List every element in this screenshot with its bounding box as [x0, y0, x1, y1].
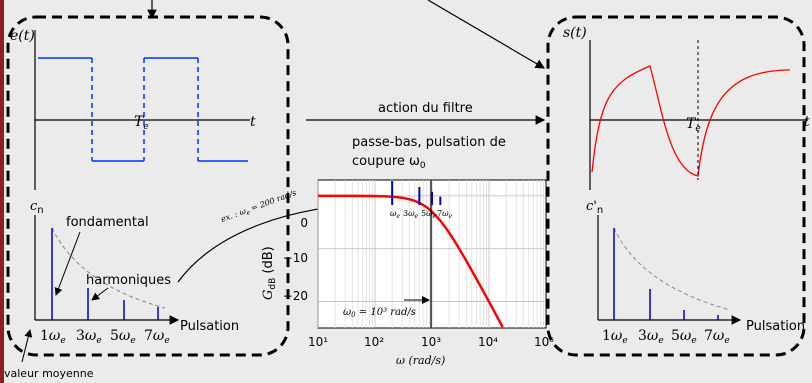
- bode-harmonic-markers: [391, 181, 442, 205]
- input-tick-5: 5ωe: [110, 328, 136, 346]
- bode-harmonic-label-3: 3ωe: [403, 209, 419, 220]
- output-period-label: Te: [686, 116, 701, 134]
- bode-gain-curve: [318, 194, 504, 328]
- bode-xlabel: ω (rad/s): [396, 354, 445, 367]
- output-tick-5: 5ωe: [671, 328, 697, 346]
- bode-ytick-0: 0: [300, 216, 308, 230]
- square-wave: [38, 57, 248, 162]
- cutoff-label: ω0 = 10³ rad/s: [343, 307, 416, 319]
- output-signal-plot: s(t) t Te: [563, 25, 810, 190]
- harmonics-label: harmoniques: [86, 273, 171, 288]
- left-margin-bar: [0, 0, 4, 383]
- input-envelope: [51, 227, 166, 309]
- bode-xtick-4: 10⁴: [478, 335, 498, 349]
- bode-ylabel: GdB (dB): [261, 246, 278, 300]
- bode-harmonic-label-5: 5ωe: [421, 209, 437, 220]
- filter-description-2: coupure ω0: [352, 154, 426, 171]
- output-tick-7: 7ωe: [704, 328, 730, 346]
- filter-action: action du filtre passe-bas, pulsation de…: [177, 101, 546, 283]
- bode-ytick-20: −20: [283, 289, 308, 303]
- input-spectrum-axis-label: cn: [30, 199, 44, 216]
- square-wave-edges: [91, 58, 199, 161]
- input-spectrum-plot: cn fondamental harmoniques Pulsation 1ωe…: [4, 199, 239, 380]
- bode-ytick-10: −10: [283, 251, 308, 265]
- bode-harmonic-label-1: ωe: [390, 209, 401, 220]
- input-tick-3: 3ωe: [76, 328, 102, 346]
- output-spectrum-plot: c'n Pulsation 1ωe 3ωe 5ωe 7ωe: [586, 199, 805, 346]
- bode-xtick-3: 10³: [421, 335, 441, 349]
- output-envelope: [613, 227, 731, 311]
- top-output-arrow: [427, 0, 546, 69]
- output-spectrum-axis-label: c'n: [586, 199, 603, 216]
- filter-description: passe-bas, pulsation de: [352, 135, 506, 150]
- output-panel-frame: [546, 15, 806, 357]
- input-tick-1: 1ωe: [40, 328, 66, 346]
- filtered-signal: [591, 65, 791, 177]
- mean-value-label: valeur moyenne: [4, 367, 94, 380]
- bode-xtick-1: 10¹: [308, 335, 328, 349]
- example-label: ex. : ωe = 200 rad/s: [220, 188, 299, 226]
- bode-harmonic-label-7: 7ωe: [437, 209, 453, 220]
- output-pulsation-label: Pulsation: [746, 319, 805, 334]
- output-signal-label: s(t): [563, 25, 587, 41]
- output-tick-1: 1ωe: [602, 328, 628, 346]
- filter-action-label: action du filtre: [378, 101, 473, 116]
- input-period-label: Te: [134, 114, 149, 132]
- input-panel-frame: [6, 15, 290, 357]
- bode-plot: ωe 3ωe 5ωe 7ωe ω0 = 10³ rad/s GdB (dB) 0…: [261, 179, 554, 367]
- fundamental-label: fondamental: [66, 215, 149, 230]
- bode-xtick-5: 10⁵: [534, 335, 554, 349]
- input-signal-plot: e(t) t Te: [10, 28, 256, 190]
- output-tick-3: 3ωe: [638, 328, 664, 346]
- input-pulsation-label: Pulsation: [180, 319, 239, 334]
- bode-xtick-2: 10²: [364, 335, 384, 349]
- output-time-axis-label: t: [804, 114, 810, 130]
- input-tick-7: 7ωe: [144, 328, 170, 346]
- input-signal-label: e(t): [10, 28, 35, 44]
- input-time-axis-label: t: [250, 114, 256, 130]
